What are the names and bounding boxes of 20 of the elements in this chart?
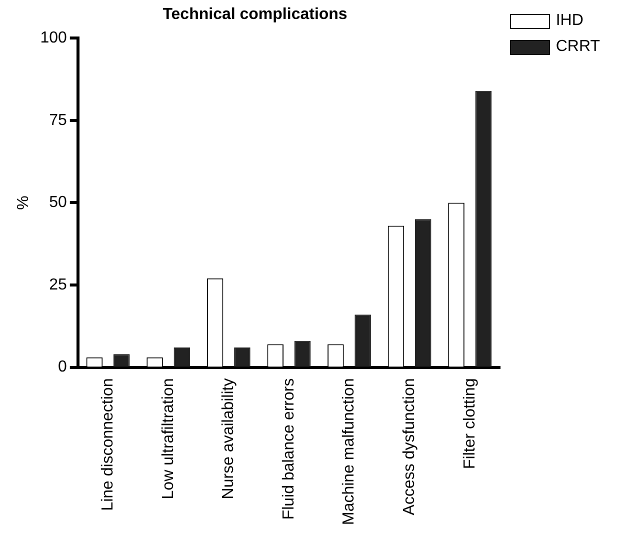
- chart-title: Technical complications: [162, 6, 348, 24]
- x-tick-label: Nurse availability: [220, 378, 238, 500]
- y-tick-label: 75: [49, 112, 67, 129]
- legend-label: CRRT: [556, 38, 600, 56]
- legend-label: IHD: [556, 12, 584, 30]
- bar: [475, 90, 492, 367]
- y-tick-label: 0: [58, 358, 67, 376]
- x-tick-label: Access dysfunction: [400, 378, 418, 516]
- x-tick-label: Line disconnection: [99, 378, 116, 511]
- x-tick-label: Fluid balance errors: [280, 378, 298, 520]
- y-axis-title: %: [15, 196, 32, 210]
- x-tick-label: Machine malfunction: [340, 378, 358, 526]
- x-tick-label: Filter clotting: [461, 378, 478, 469]
- y-tick-label: 25: [49, 276, 67, 294]
- bar: [294, 340, 311, 367]
- x-tick-label: Low ultrafiltration: [160, 378, 177, 500]
- bar: [414, 219, 432, 367]
- bar: [354, 314, 371, 367]
- y-tick-label: 50: [49, 194, 67, 212]
- y-tick-label: 100: [40, 30, 67, 47]
